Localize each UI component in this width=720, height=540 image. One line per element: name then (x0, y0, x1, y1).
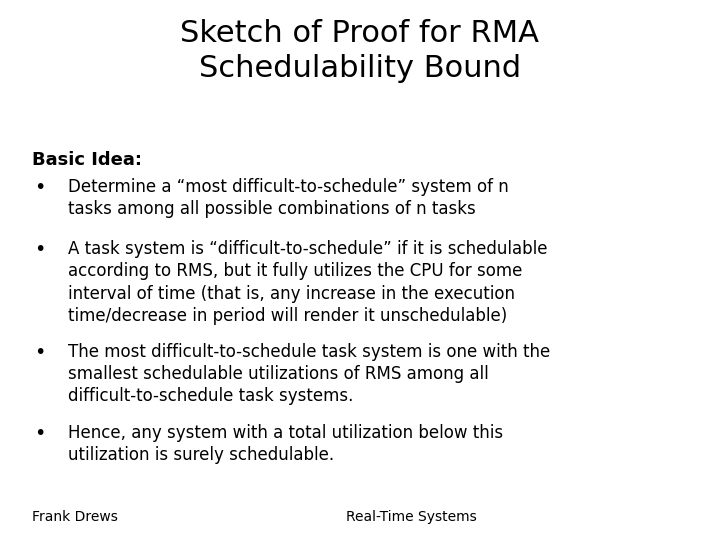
Text: The most difficult-to-schedule task system is one with the
smallest schedulable : The most difficult-to-schedule task syst… (68, 343, 551, 406)
Text: Determine a “most difficult-to-schedule” system of n
tasks among all possible co: Determine a “most difficult-to-schedule”… (68, 178, 509, 218)
Text: •: • (34, 178, 45, 197)
Text: Sketch of Proof for RMA
Schedulability Bound: Sketch of Proof for RMA Schedulability B… (181, 19, 539, 83)
Text: •: • (34, 424, 45, 443)
Text: •: • (34, 240, 45, 259)
Text: A task system is “difficult-to-schedule” if it is schedulable
according to RMS, : A task system is “difficult-to-schedule”… (68, 240, 548, 325)
Text: Real-Time Systems: Real-Time Systems (346, 510, 477, 524)
Text: Basic Idea:: Basic Idea: (32, 151, 143, 169)
Text: Hence, any system with a total utilization below this
utilization is surely sche: Hence, any system with a total utilizati… (68, 424, 503, 464)
Text: •: • (34, 343, 45, 362)
Text: Frank Drews: Frank Drews (32, 510, 118, 524)
